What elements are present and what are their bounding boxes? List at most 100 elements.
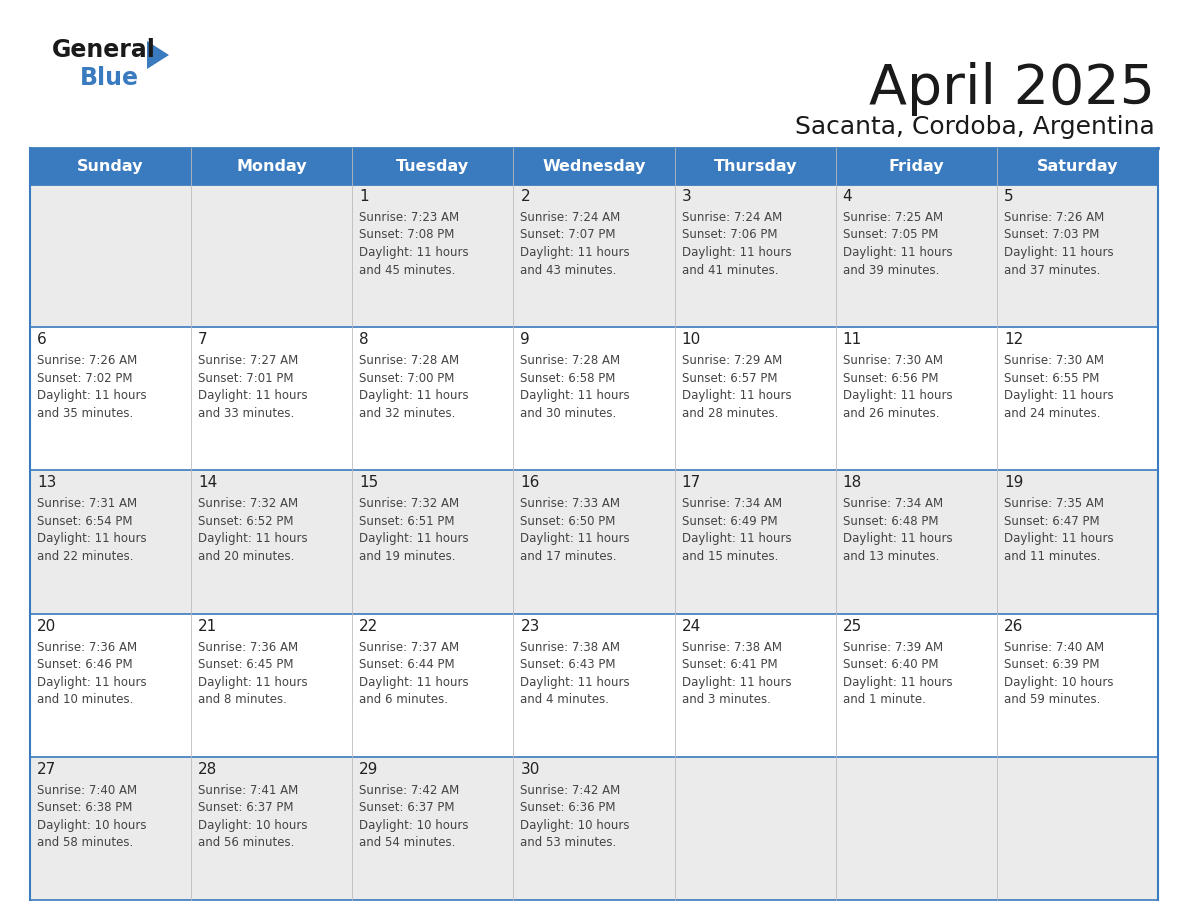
Text: Sunrise: 7:42 AM: Sunrise: 7:42 AM [520, 784, 620, 797]
Text: and 35 minutes.: and 35 minutes. [37, 407, 133, 420]
Text: Sunset: 7:06 PM: Sunset: 7:06 PM [682, 229, 777, 241]
Text: Sunset: 7:05 PM: Sunset: 7:05 PM [842, 229, 939, 241]
Text: and 43 minutes.: and 43 minutes. [520, 263, 617, 276]
Text: Sunrise: 7:36 AM: Sunrise: 7:36 AM [198, 641, 298, 654]
Text: 19: 19 [1004, 476, 1023, 490]
Text: and 41 minutes.: and 41 minutes. [682, 263, 778, 276]
Text: Daylight: 11 hours: Daylight: 11 hours [198, 532, 308, 545]
Text: Sunrise: 7:34 AM: Sunrise: 7:34 AM [682, 498, 782, 510]
Text: and 20 minutes.: and 20 minutes. [198, 550, 295, 563]
Text: Sunset: 6:56 PM: Sunset: 6:56 PM [842, 372, 939, 385]
Text: Daylight: 10 hours: Daylight: 10 hours [198, 819, 308, 832]
Text: 3: 3 [682, 189, 691, 204]
Text: 5: 5 [1004, 189, 1013, 204]
Text: Saturday: Saturday [1037, 159, 1118, 174]
Text: and 56 minutes.: and 56 minutes. [198, 836, 295, 849]
Bar [30, 613, 191, 756]
Text: 7: 7 [198, 332, 208, 347]
Text: Sunset: 6:50 PM: Sunset: 6:50 PM [520, 515, 615, 528]
Bar [513, 327, 675, 470]
Text: Sunset: 6:52 PM: Sunset: 6:52 PM [198, 515, 293, 528]
Text: 21: 21 [198, 619, 217, 633]
Text: Sunset: 6:47 PM: Sunset: 6:47 PM [1004, 515, 1099, 528]
Text: Sunrise: 7:34 AM: Sunrise: 7:34 AM [842, 498, 943, 510]
Bar [353, 613, 513, 756]
Text: Sunrise: 7:38 AM: Sunrise: 7:38 AM [520, 641, 620, 654]
Text: Blue: Blue [80, 66, 139, 90]
Text: 30: 30 [520, 762, 539, 777]
Text: Sunset: 6:48 PM: Sunset: 6:48 PM [842, 515, 939, 528]
Bar [191, 327, 353, 470]
Text: and 37 minutes.: and 37 minutes. [1004, 263, 1100, 276]
Text: Sunrise: 7:35 AM: Sunrise: 7:35 AM [1004, 498, 1104, 510]
Text: Daylight: 11 hours: Daylight: 11 hours [1004, 246, 1113, 259]
Text: 8: 8 [359, 332, 369, 347]
Text: Sunset: 6:49 PM: Sunset: 6:49 PM [682, 515, 777, 528]
Bar [675, 470, 835, 613]
Text: 2: 2 [520, 189, 530, 204]
Text: Sunrise: 7:33 AM: Sunrise: 7:33 AM [520, 498, 620, 510]
Text: and 32 minutes.: and 32 minutes. [359, 407, 456, 420]
Text: Sunset: 6:41 PM: Sunset: 6:41 PM [682, 658, 777, 671]
Text: and 4 minutes.: and 4 minutes. [520, 693, 609, 706]
Text: Sunset: 7:00 PM: Sunset: 7:00 PM [359, 372, 455, 385]
Bar [30, 184, 191, 327]
Text: 28: 28 [198, 762, 217, 777]
Bar [997, 470, 1158, 613]
Bar [30, 327, 191, 470]
Text: and 22 minutes.: and 22 minutes. [37, 550, 133, 563]
Text: Daylight: 10 hours: Daylight: 10 hours [37, 819, 146, 832]
Text: and 45 minutes.: and 45 minutes. [359, 263, 456, 276]
Text: Sacanta, Cordoba, Argentina: Sacanta, Cordoba, Argentina [795, 115, 1155, 139]
Text: Daylight: 11 hours: Daylight: 11 hours [359, 246, 469, 259]
Text: Daylight: 10 hours: Daylight: 10 hours [1004, 676, 1113, 688]
Text: Sunset: 6:45 PM: Sunset: 6:45 PM [198, 658, 293, 671]
Text: and 58 minutes.: and 58 minutes. [37, 836, 133, 849]
Text: Sunrise: 7:28 AM: Sunrise: 7:28 AM [359, 354, 460, 367]
Text: Daylight: 11 hours: Daylight: 11 hours [520, 676, 630, 688]
Bar [191, 613, 353, 756]
Text: Sunrise: 7:25 AM: Sunrise: 7:25 AM [842, 211, 943, 224]
Text: Sunrise: 7:29 AM: Sunrise: 7:29 AM [682, 354, 782, 367]
Text: Sunrise: 7:36 AM: Sunrise: 7:36 AM [37, 641, 137, 654]
Bar [191, 470, 353, 613]
Text: Daylight: 11 hours: Daylight: 11 hours [682, 389, 791, 402]
Text: and 39 minutes.: and 39 minutes. [842, 263, 939, 276]
Text: and 15 minutes.: and 15 minutes. [682, 550, 778, 563]
Text: 12: 12 [1004, 332, 1023, 347]
Bar [513, 613, 675, 756]
Text: 11: 11 [842, 332, 862, 347]
Text: and 26 minutes.: and 26 minutes. [842, 407, 940, 420]
Bar [191, 756, 353, 900]
Text: 27: 27 [37, 762, 56, 777]
Text: Sunrise: 7:41 AM: Sunrise: 7:41 AM [198, 784, 298, 797]
Text: Sunrise: 7:27 AM: Sunrise: 7:27 AM [198, 354, 298, 367]
Text: Daylight: 11 hours: Daylight: 11 hours [520, 532, 630, 545]
Text: Daylight: 11 hours: Daylight: 11 hours [682, 246, 791, 259]
Text: Sunrise: 7:38 AM: Sunrise: 7:38 AM [682, 641, 782, 654]
Text: 29: 29 [359, 762, 379, 777]
Text: Sunrise: 7:37 AM: Sunrise: 7:37 AM [359, 641, 460, 654]
Text: Daylight: 11 hours: Daylight: 11 hours [37, 676, 146, 688]
Text: and 24 minutes.: and 24 minutes. [1004, 407, 1100, 420]
Text: Sunset: 6:46 PM: Sunset: 6:46 PM [37, 658, 133, 671]
Text: Sunset: 6:38 PM: Sunset: 6:38 PM [37, 801, 132, 814]
Text: Daylight: 11 hours: Daylight: 11 hours [520, 246, 630, 259]
Text: and 11 minutes.: and 11 minutes. [1004, 550, 1100, 563]
Text: Daylight: 11 hours: Daylight: 11 hours [37, 532, 146, 545]
Text: Sunset: 6:58 PM: Sunset: 6:58 PM [520, 372, 615, 385]
Polygon shape [147, 41, 169, 69]
Text: 6: 6 [37, 332, 46, 347]
Text: and 59 minutes.: and 59 minutes. [1004, 693, 1100, 706]
Text: Thursday: Thursday [713, 159, 797, 174]
Text: Daylight: 11 hours: Daylight: 11 hours [1004, 532, 1113, 545]
Text: 10: 10 [682, 332, 701, 347]
Text: Daylight: 11 hours: Daylight: 11 hours [842, 676, 953, 688]
Bar [675, 613, 835, 756]
Bar [997, 756, 1158, 900]
Text: Sunset: 6:57 PM: Sunset: 6:57 PM [682, 372, 777, 385]
Bar [353, 184, 513, 327]
Text: General: General [52, 38, 156, 62]
Text: Sunrise: 7:32 AM: Sunrise: 7:32 AM [359, 498, 460, 510]
Text: Sunrise: 7:40 AM: Sunrise: 7:40 AM [1004, 641, 1104, 654]
